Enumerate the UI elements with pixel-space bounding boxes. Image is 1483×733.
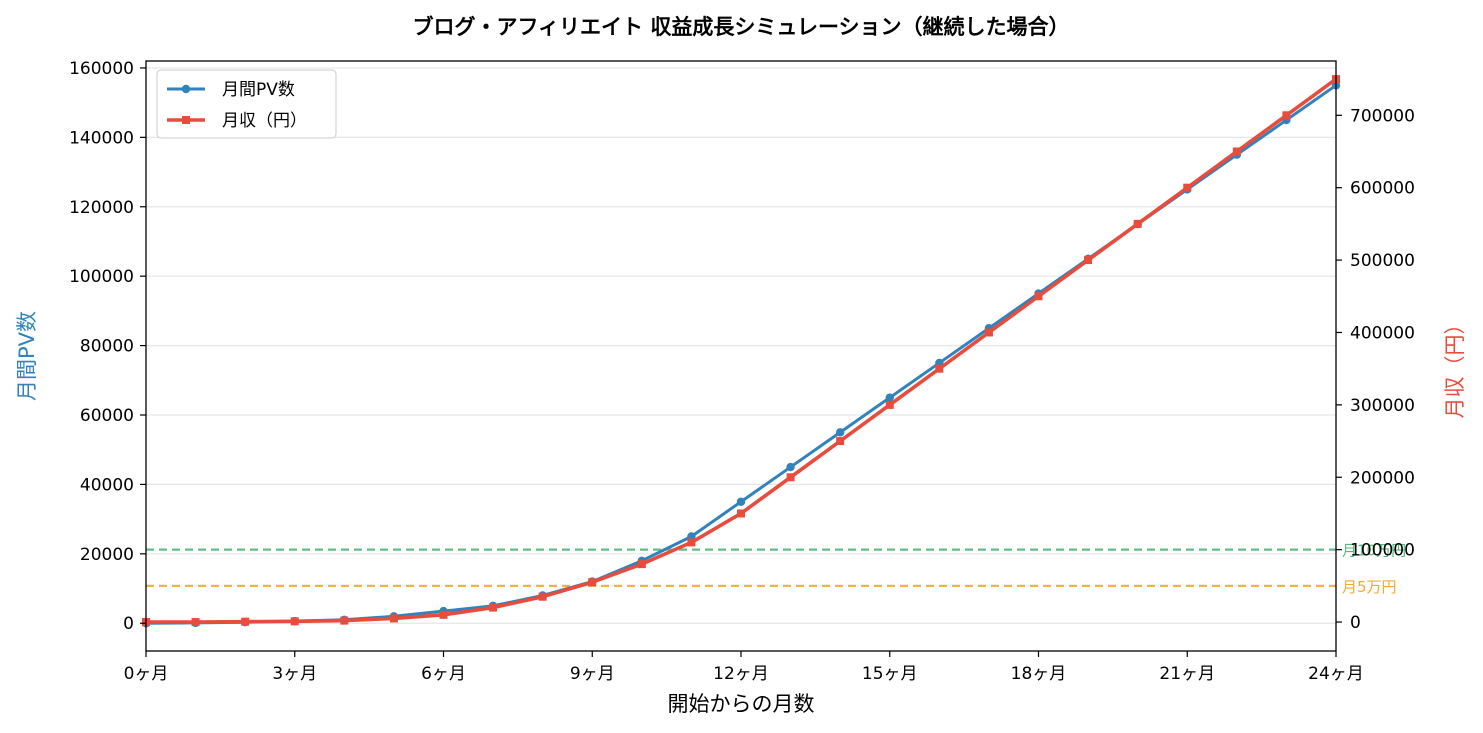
y-axis-left-label: 月間PV数 xyxy=(15,311,39,401)
x-tick-label: 15ヶ月 xyxy=(862,664,918,684)
x-tick-label: 24ヶ月 xyxy=(1308,664,1364,684)
data-point xyxy=(1084,256,1093,265)
y-left-tick-label: 60000 xyxy=(80,406,134,426)
data-point xyxy=(1034,292,1043,301)
data-point xyxy=(489,603,498,612)
legend-swatch-marker xyxy=(182,116,190,124)
legend-label: 月間PV数 xyxy=(222,80,295,100)
data-point xyxy=(835,428,845,437)
y-right-tick-label: 200000 xyxy=(1350,468,1415,488)
chart-title: ブログ・アフィリエイト 収益成長シミュレーション（継続した場合） xyxy=(412,15,1069,39)
x-tick-label: 21ヶ月 xyxy=(1159,664,1215,684)
legend-label: 月収（円） xyxy=(222,111,307,131)
data-point xyxy=(439,610,448,619)
data-point xyxy=(340,616,349,625)
data-point xyxy=(1282,111,1291,120)
data-point xyxy=(786,462,795,472)
data-point xyxy=(984,328,993,337)
series-line xyxy=(146,77,1338,624)
data-point xyxy=(736,497,746,506)
x-tick-label: 18ヶ月 xyxy=(1011,664,1067,684)
x-axis: 0ヶ月 3ヶ月 6ヶ月 9ヶ月 12ヶ月 15ヶ月 18ヶ月 21ヶ月 24ヶ月 xyxy=(124,651,1364,684)
y-left-tick-label: 160000 xyxy=(69,59,134,79)
data-point xyxy=(786,473,795,482)
x-tick-label: 6ヶ月 xyxy=(421,664,466,684)
data-point xyxy=(637,560,646,569)
data-point xyxy=(588,578,597,587)
reference-line-label: 月10万円 xyxy=(1342,542,1406,560)
y-left-tick-label: 0 xyxy=(123,614,134,634)
y-axis-right: 0 100000 200000 300000 400000 500000 600000 700… xyxy=(1336,106,1415,633)
y-left-tick-label: 20000 xyxy=(80,545,134,565)
reference-line-label: 月5万円 xyxy=(1342,578,1397,596)
y-right-tick-label: 500000 xyxy=(1350,251,1415,271)
data-point xyxy=(935,364,944,373)
data-point xyxy=(1232,147,1241,156)
y-left-tick-label: 120000 xyxy=(69,198,134,218)
plot-frame xyxy=(145,60,1337,652)
y-right-tick-label: 700000 xyxy=(1350,106,1415,126)
series-lines xyxy=(141,75,1341,628)
x-tick-label: 9ヶ月 xyxy=(570,664,615,684)
y-left-tick-label: 80000 xyxy=(80,337,134,357)
x-tick-label: 3ヶ月 xyxy=(272,664,317,684)
y-left-tick-label: 40000 xyxy=(80,475,134,495)
y-axis-left: 0 20000 40000 60000 80000 100000 120000 140000 1… xyxy=(69,59,146,634)
x-tick-label: 12ヶ月 xyxy=(713,664,769,684)
data-point xyxy=(1133,219,1142,228)
y-right-tick-label: 0 xyxy=(1350,613,1361,633)
data-point xyxy=(737,509,745,518)
data-point xyxy=(290,617,299,626)
data-point xyxy=(1183,183,1192,192)
series-line xyxy=(145,84,1337,625)
y-right-tick-label: 300000 xyxy=(1350,396,1415,416)
data-point xyxy=(389,614,398,623)
data-point xyxy=(241,617,250,626)
legend-swatch-marker xyxy=(181,84,191,94)
data-point xyxy=(885,393,894,402)
x-axis-label: 開始からの月数 xyxy=(668,692,815,716)
data-point xyxy=(885,400,894,409)
y-right-tick-label: 600000 xyxy=(1350,179,1415,199)
data-point xyxy=(836,437,845,446)
y-right-tick-label: 400000 xyxy=(1350,323,1415,343)
y-left-tick-label: 140000 xyxy=(69,128,134,148)
data-point xyxy=(538,592,547,601)
data-point xyxy=(191,618,200,627)
y-left-tick-label: 100000 xyxy=(69,267,134,287)
x-tick-label: 0ヶ月 xyxy=(124,664,169,684)
data-point xyxy=(687,538,696,547)
grid-lines xyxy=(146,67,1336,624)
y-axis-right-label: 月収（円） xyxy=(1443,314,1467,419)
y-right-tick-label: 100000 xyxy=(1350,541,1415,561)
